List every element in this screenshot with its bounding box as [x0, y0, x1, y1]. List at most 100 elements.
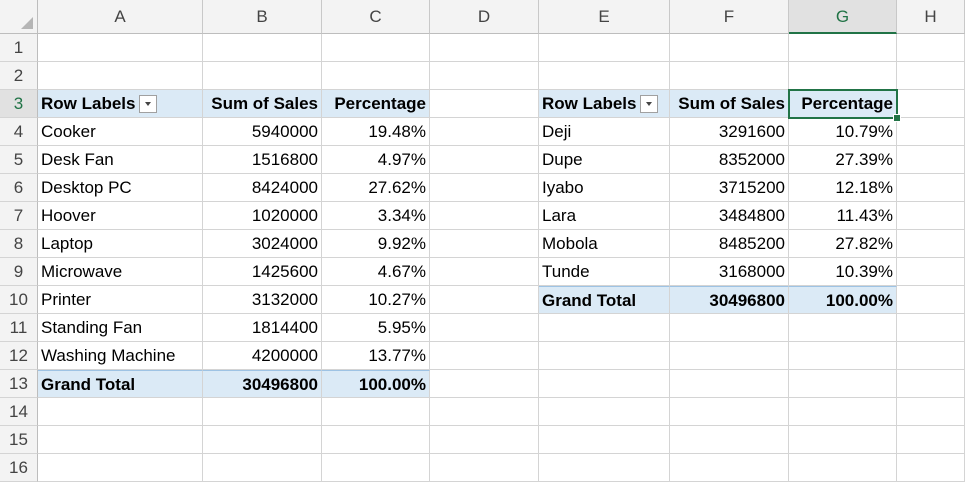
- empty-cell[interactable]: [897, 286, 965, 314]
- empty-cell[interactable]: [430, 398, 539, 426]
- pivot2-total-1[interactable]: 30496800: [670, 286, 789, 314]
- empty-cell[interactable]: [670, 370, 789, 398]
- pivot1-header-1[interactable]: Sum of Sales: [203, 90, 322, 118]
- pivot2-total-2[interactable]: 100.00%: [789, 286, 897, 314]
- empty-cell[interactable]: [539, 314, 670, 342]
- empty-cell[interactable]: [430, 426, 539, 454]
- empty-cell[interactable]: [897, 398, 965, 426]
- pivot1-cell[interactable]: 1516800: [203, 146, 322, 174]
- empty-cell[interactable]: [38, 426, 203, 454]
- empty-cell[interactable]: [897, 230, 965, 258]
- empty-cell[interactable]: [539, 454, 670, 482]
- pivot2-cell[interactable]: Dupe: [539, 146, 670, 174]
- select-all-corner[interactable]: [0, 0, 38, 34]
- pivot1-cell[interactable]: 13.77%: [322, 342, 430, 370]
- empty-cell[interactable]: [897, 314, 965, 342]
- pivot1-cell[interactable]: 4.67%: [322, 258, 430, 286]
- empty-cell[interactable]: [897, 342, 965, 370]
- pivot1-total-0[interactable]: Grand Total: [38, 370, 203, 398]
- pivot2-header-1[interactable]: Sum of Sales: [670, 90, 789, 118]
- empty-cell[interactable]: [430, 202, 539, 230]
- pivot1-cell[interactable]: Standing Fan: [38, 314, 203, 342]
- empty-cell[interactable]: [430, 174, 539, 202]
- pivot1-cell[interactable]: 5940000: [203, 118, 322, 146]
- empty-cell[interactable]: [430, 258, 539, 286]
- pivot1-cell[interactable]: 9.92%: [322, 230, 430, 258]
- empty-cell[interactable]: [322, 426, 430, 454]
- row-header-10[interactable]: 10: [0, 286, 38, 314]
- empty-cell[interactable]: [670, 34, 789, 62]
- empty-cell[interactable]: [789, 398, 897, 426]
- pivot2-cell[interactable]: Iyabo: [539, 174, 670, 202]
- pivot2-cell[interactable]: 3715200: [670, 174, 789, 202]
- pivot1-cell[interactable]: Cooker: [38, 118, 203, 146]
- fill-handle[interactable]: [893, 114, 901, 122]
- empty-cell[interactable]: [38, 454, 203, 482]
- empty-cell[interactable]: [539, 34, 670, 62]
- pivot2-cell[interactable]: 8352000: [670, 146, 789, 174]
- empty-cell[interactable]: [203, 62, 322, 90]
- empty-cell[interactable]: [430, 314, 539, 342]
- empty-cell[interactable]: [203, 454, 322, 482]
- pivot2-header-0[interactable]: Row Labels: [539, 90, 670, 118]
- pivot2-cell[interactable]: 10.39%: [789, 258, 897, 286]
- empty-cell[interactable]: [430, 370, 539, 398]
- empty-cell[interactable]: [430, 230, 539, 258]
- empty-cell[interactable]: [430, 90, 539, 118]
- empty-cell[interactable]: [430, 454, 539, 482]
- empty-cell[interactable]: [789, 34, 897, 62]
- empty-cell[interactable]: [539, 62, 670, 90]
- row-header-1[interactable]: 1: [0, 34, 38, 62]
- empty-cell[interactable]: [789, 62, 897, 90]
- pivot2-cell[interactable]: 3291600: [670, 118, 789, 146]
- empty-cell[interactable]: [897, 62, 965, 90]
- empty-cell[interactable]: [897, 258, 965, 286]
- row-header-15[interactable]: 15: [0, 426, 38, 454]
- empty-cell[interactable]: [897, 202, 965, 230]
- pivot2-cell[interactable]: 3484800: [670, 202, 789, 230]
- pivot2-cell[interactable]: Deji: [539, 118, 670, 146]
- pivot1-cell[interactable]: Desktop PC: [38, 174, 203, 202]
- row-header-12[interactable]: 12: [0, 342, 38, 370]
- pivot1-total-2[interactable]: 100.00%: [322, 370, 430, 398]
- column-header-a[interactable]: A: [38, 0, 203, 34]
- pivot1-total-1[interactable]: 30496800: [203, 370, 322, 398]
- empty-cell[interactable]: [789, 342, 897, 370]
- row-header-5[interactable]: 5: [0, 146, 38, 174]
- empty-cell[interactable]: [897, 370, 965, 398]
- pivot1-cell[interactable]: Printer: [38, 286, 203, 314]
- empty-cell[interactable]: [430, 62, 539, 90]
- empty-cell[interactable]: [789, 314, 897, 342]
- pivot1-cell[interactable]: Laptop: [38, 230, 203, 258]
- empty-cell[interactable]: [670, 426, 789, 454]
- filter-dropdown-icon[interactable]: [139, 94, 158, 113]
- pivot2-total-0[interactable]: Grand Total: [539, 286, 670, 314]
- empty-cell[interactable]: [539, 426, 670, 454]
- empty-cell[interactable]: [539, 342, 670, 370]
- pivot1-cell[interactable]: Desk Fan: [38, 146, 203, 174]
- empty-cell[interactable]: [897, 174, 965, 202]
- pivot1-cell[interactable]: 1425600: [203, 258, 322, 286]
- pivot2-cell[interactable]: 27.82%: [789, 230, 897, 258]
- column-header-g[interactable]: G: [789, 0, 897, 34]
- row-header-11[interactable]: 11: [0, 314, 38, 342]
- pivot2-cell[interactable]: 8485200: [670, 230, 789, 258]
- empty-cell[interactable]: [670, 454, 789, 482]
- empty-cell[interactable]: [897, 426, 965, 454]
- row-header-2[interactable]: 2: [0, 62, 38, 90]
- pivot1-cell[interactable]: 1020000: [203, 202, 322, 230]
- pivot2-cell[interactable]: 12.18%: [789, 174, 897, 202]
- pivot1-cell[interactable]: 27.62%: [322, 174, 430, 202]
- empty-cell[interactable]: [430, 342, 539, 370]
- empty-cell[interactable]: [789, 426, 897, 454]
- column-header-e[interactable]: E: [539, 0, 670, 34]
- empty-cell[interactable]: [539, 398, 670, 426]
- empty-cell[interactable]: [322, 34, 430, 62]
- pivot1-cell[interactable]: 3024000: [203, 230, 322, 258]
- pivot1-cell[interactable]: 4200000: [203, 342, 322, 370]
- row-header-3[interactable]: 3: [0, 90, 38, 118]
- pivot2-header-2[interactable]: Percentage: [788, 89, 898, 119]
- empty-cell[interactable]: [430, 146, 539, 174]
- column-header-b[interactable]: B: [203, 0, 322, 34]
